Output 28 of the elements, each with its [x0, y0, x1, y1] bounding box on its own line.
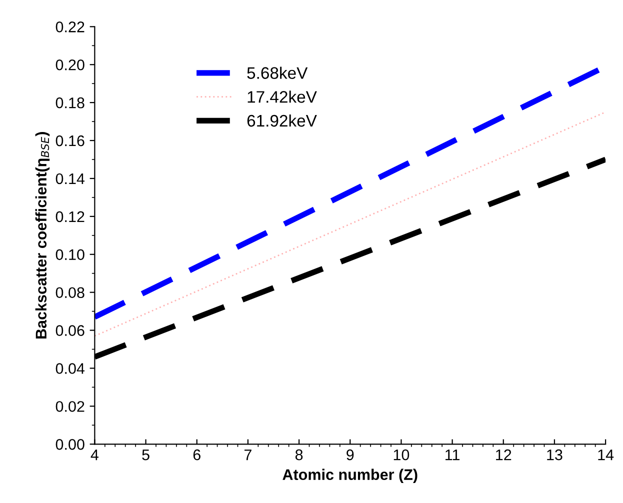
x-tick-label: 12: [496, 449, 512, 460]
legend-label: 5.68keV: [247, 66, 308, 79]
x-tick-label: 4: [90, 450, 98, 460]
y-tick-label: 0.10: [56, 249, 84, 260]
x-tick-label: 8: [295, 449, 303, 460]
legend-label: 17.42keV: [248, 90, 317, 103]
x-tick-label: 11: [446, 450, 460, 460]
y-tick-label: 0.16: [56, 135, 84, 146]
x-tick-label: 5: [142, 450, 150, 460]
x-tick-label: 7: [244, 450, 252, 460]
y-tick-label: 0.20: [56, 59, 84, 70]
y-tick-label: 0.02: [56, 401, 84, 412]
x-tick-label: 9: [346, 449, 354, 460]
y-tick-label: 0.12: [56, 211, 84, 222]
y-tick-label: 0.22: [56, 22, 84, 32]
x-tick-label: 10: [394, 449, 410, 460]
x-tick-label: 13: [547, 449, 562, 460]
y-tick-label: 0.18: [56, 97, 84, 108]
x-axis-title: Atomic number (Z): [282, 468, 418, 484]
y-axis-title: Backscatter coefficient(η$_{BSE}$): [35, 132, 50, 338]
y-tick-label: 0.14: [56, 173, 85, 184]
y-tick-label: 0.08: [56, 287, 84, 298]
x-tick-label: 14: [598, 450, 614, 460]
x-tick-label: 6: [193, 449, 200, 460]
legend-label: 61.92keV: [247, 114, 317, 127]
y-tick-label: 0.00: [56, 439, 84, 450]
y-tick-label: 0.04: [56, 363, 85, 374]
y-tick-label: 0.06: [56, 325, 84, 336]
